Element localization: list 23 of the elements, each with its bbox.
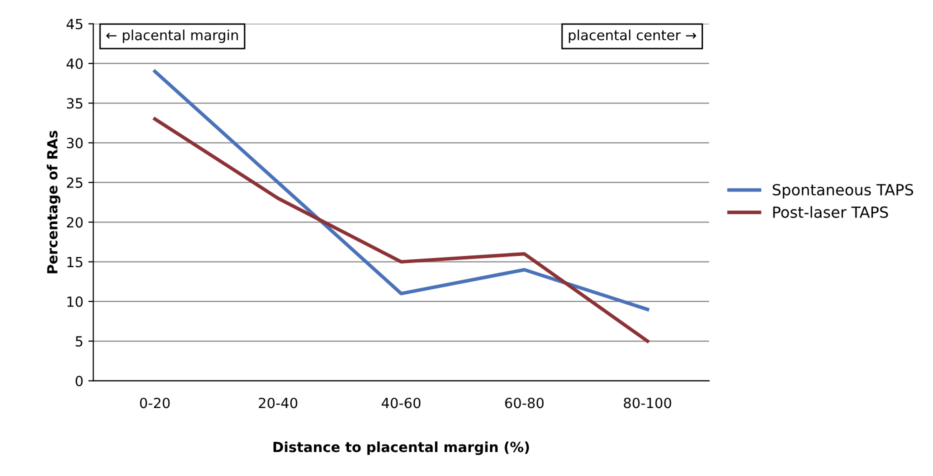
y-tick-label: 15 — [67, 256, 82, 268]
y-tick-label: 25 — [66, 177, 82, 188]
y-tick-label: 5 — [76, 336, 82, 347]
y-tick-label: 30 — [66, 138, 83, 148]
y-tick-label: 0 — [76, 376, 83, 386]
line-series — [153, 70, 650, 312]
y-tick-label: 10 — [67, 296, 83, 307]
x-tick-label: 20-40 — [258, 398, 298, 408]
annotation: placental center → — [568, 30, 696, 44]
line-series — [153, 117, 650, 343]
y-tick-label: 35 — [66, 98, 82, 109]
annotation: ← placental margin — [106, 30, 238, 44]
x-tick-label: 40-60 — [382, 398, 420, 408]
y-tick-label: 45 — [66, 18, 82, 30]
x-tick-label: 0-20 — [140, 398, 170, 408]
x-axis-title: Distance to placental margin (%) — [274, 441, 529, 456]
y-axis-title: Percentage of RAs — [46, 130, 60, 274]
x-tick-label: 80-100 — [624, 398, 672, 408]
y-tick-label: 20 — [66, 217, 83, 228]
y-tick-label: 40 — [66, 58, 83, 69]
legend-label: Post-laser TAPS — [773, 206, 888, 218]
x-tick-label: 60-80 — [505, 398, 544, 408]
legend-label: Spontaneous TAPS — [772, 184, 914, 198]
